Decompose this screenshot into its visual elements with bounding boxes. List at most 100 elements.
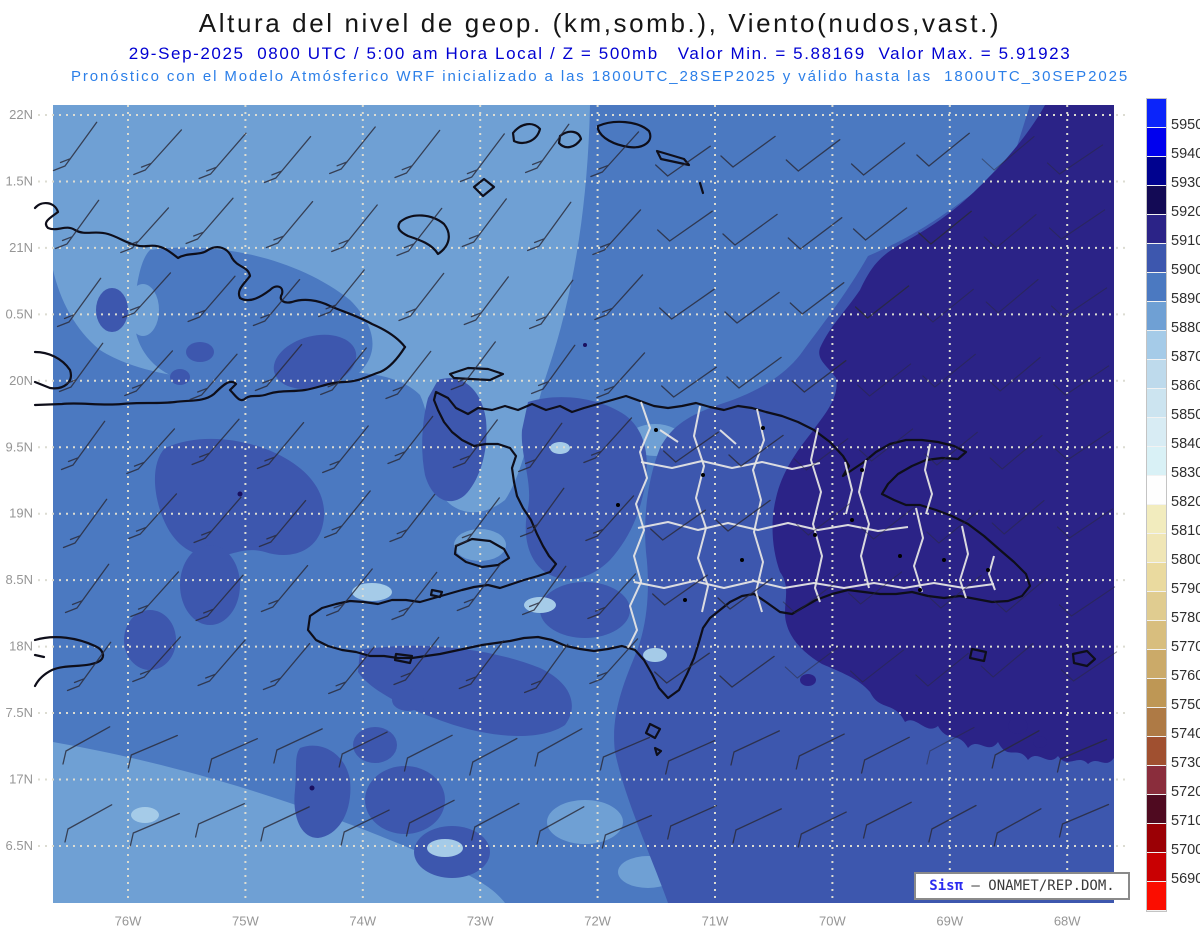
colorbar-segment [1147,650,1166,679]
colorbar-segment [1147,447,1166,476]
svg-text:20N: 20N [9,373,33,388]
watermark-brand: Sisπ [929,878,963,894]
colorbar-tick-label: 5760 [1171,668,1200,684]
colorbar-segment [1147,824,1166,853]
colorbar-tick-label: 5730 [1171,755,1200,771]
svg-text:76W: 76W [115,914,142,927]
colorbar-segment [1147,128,1166,157]
svg-text:74W: 74W [349,914,376,927]
colorbar-segment [1147,621,1166,650]
colorbar-tick-label: 5930 [1171,175,1200,191]
colorbar-tick-label: 5800 [1171,552,1200,568]
svg-text:68W: 68W [1054,914,1081,927]
graticule-gridlines [38,105,1128,903]
svg-text:21N: 21N [9,240,33,255]
colorbar-tick-label: 5710 [1171,813,1200,829]
great-inagua-island [397,214,450,256]
alto-velo-island [653,746,663,757]
colorbar-segment [1147,331,1166,360]
mona-island [1071,649,1097,668]
south-caicos-island [655,149,691,167]
mayaguana-island [511,123,542,145]
colorbar-tick-label: 5910 [1171,233,1200,249]
colorbar-segment [1147,244,1166,273]
svg-text:0.5N: 0.5N [6,306,33,321]
colorbar-tick-label: 5860 [1171,378,1200,394]
colorbar-tick-label: 5740 [1171,726,1200,742]
colorbar-tick-label: 5770 [1171,639,1200,655]
colorbar-tick-label: 5830 [1171,465,1200,481]
model-init-line: Pronóstico con el Modelo Atmósferico WRF… [70,68,1130,85]
beata-island [644,722,662,740]
watermark-org: – ONAMET/REP.DOM. [963,878,1115,894]
svg-text:8.5N: 8.5N [6,572,33,587]
colorbar-tick-label: 5820 [1171,494,1200,510]
colorbar-segment [1147,766,1166,795]
colorbar-tick-label: 5790 [1171,581,1200,597]
colorbar-segment [1147,215,1166,244]
little-inagua-island [472,177,496,198]
cuba-north-coast [33,202,407,349]
svg-text:6.5N: 6.5N [6,838,33,853]
colorbar-tick-label: 5880 [1171,320,1200,336]
svg-text:17N: 17N [9,772,33,787]
svg-text:75W: 75W [232,914,259,927]
colorbar-tick-label: 5700 [1171,842,1200,858]
colorbar-tick-label: 5920 [1171,204,1200,220]
longitude-axis-labels: 76W 75W 74W 73W 72W 71W 70W 69W 68W [115,914,1082,927]
svg-text:22N: 22N [9,107,33,122]
svg-text:71W: 71W [702,914,729,927]
colorbar [1146,98,1167,912]
colorbar-segment [1147,273,1166,302]
cuba-south-coast [33,345,407,407]
subtitle-valid-time: 29-Sep-2025 0800 UTC / 5:00 am Hora Loca… [128,44,1072,63]
caicos-islands [596,120,652,149]
colorbar-tick-label: 5720 [1171,784,1200,800]
svg-text:73W: 73W [467,914,494,927]
colorbar-tick-label: 5890 [1171,291,1200,307]
ile-a-vache [393,652,414,665]
grand-turk-island [698,181,705,195]
colorbar-segment [1147,534,1166,563]
jamaica-coast [33,636,105,688]
colorbar-segment [1147,389,1166,418]
colorbar-segment [1147,99,1166,128]
colorbar-tick-label: 5840 [1171,436,1200,452]
colorbar-tick-label: 5690 [1171,871,1200,887]
colorbar-segment [1147,882,1166,911]
colorbar-tick-label: 5940 [1171,146,1200,162]
hispaniola-coast [306,390,1032,700]
tortue-island [448,366,505,382]
colorbar-segment [1147,476,1166,505]
cayemites-island [429,588,444,599]
colorbar-segment [1147,708,1166,737]
colorbar-tick-label: 5750 [1171,697,1200,713]
colorbar-segment [1147,592,1166,621]
colorbar-segment [1147,737,1166,766]
colorbar-tick-label: 5810 [1171,523,1200,539]
watermark: Sisπ – ONAMET/REP.DOM. [914,872,1130,900]
colorbar-tick-label: 5900 [1171,262,1200,278]
colorbar-segment [1147,853,1166,882]
colorbar-segment [1147,563,1166,592]
colorbar-segment [1147,418,1166,447]
coastlines [33,120,1097,757]
page-title: Altura del nivel de geop. (km,somb.), Vi… [198,8,1002,38]
svg-text:70W: 70W [819,914,846,927]
colorbar-tick-label: 5870 [1171,349,1200,365]
colorbar-segment [1147,302,1166,331]
wind-barbs [52,121,1118,849]
coast-hook [33,350,72,390]
province-borders [627,401,996,649]
saona-island [968,647,988,663]
colorbar-tick-label: 5780 [1171,610,1200,626]
colorbar-segment [1147,795,1166,824]
svg-text:18N: 18N [9,639,33,654]
svg-text:69W: 69W [936,914,963,927]
colorbar-segment [1147,186,1166,215]
west-caicos-island [557,130,583,149]
colorbar-segment [1147,157,1166,186]
svg-text:1.5N: 1.5N [6,173,33,188]
